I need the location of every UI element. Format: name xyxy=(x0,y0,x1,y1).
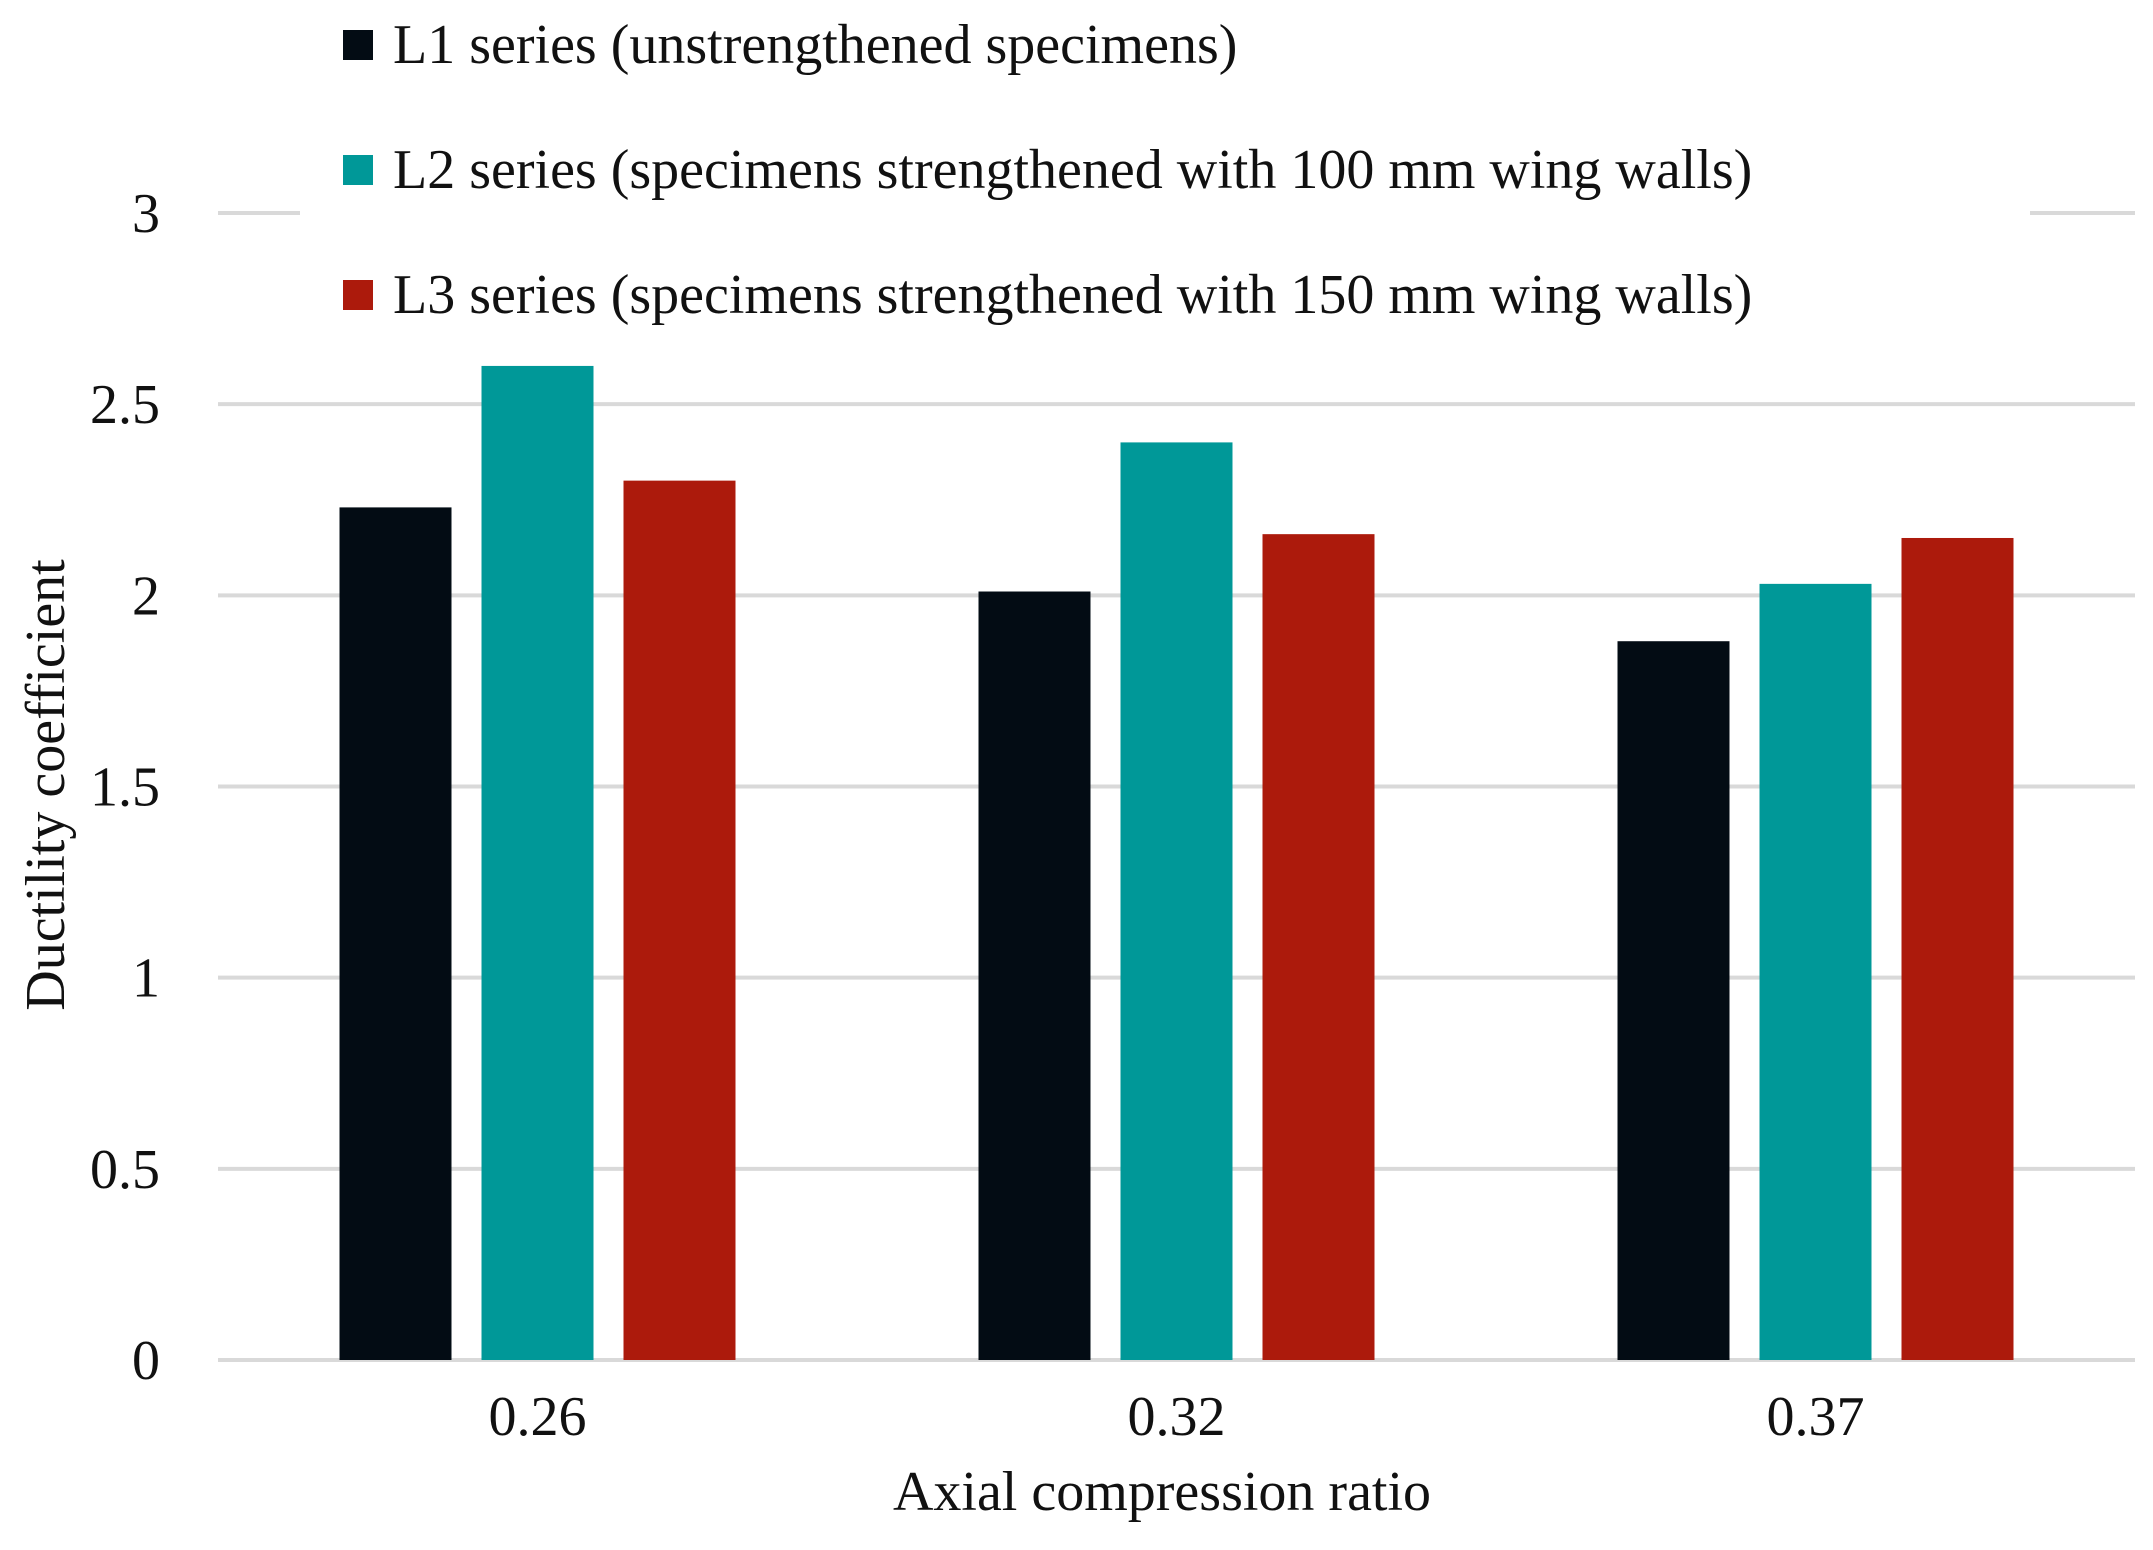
bar-l2-0.37 xyxy=(1759,583,1872,1360)
x-tick-label: 0.26 xyxy=(489,1386,587,1448)
bar-l3-0.26 xyxy=(623,480,736,1361)
bar-l1-0.37 xyxy=(1617,641,1730,1360)
y-tick-labels: 0 0.5 1 1.5 2 2.5 3 xyxy=(90,183,160,1392)
legend-swatch-l2 xyxy=(343,155,373,185)
bar-l1-0.32 xyxy=(978,591,1091,1360)
legend-swatch-l1 xyxy=(343,30,373,60)
bar-l3-0.37 xyxy=(1901,537,2014,1360)
legend-label-l1: L1 series (unstrengthened specimens) xyxy=(393,14,1237,76)
legend-label-l3: L3 series (specimens strengthened with 1… xyxy=(393,264,1752,326)
y-tick-label: 1.5 xyxy=(90,757,160,819)
legend-swatch-l3 xyxy=(343,280,373,310)
y-tick-label: 2 xyxy=(132,565,160,627)
bars xyxy=(339,365,2014,1361)
y-tick-label: 3 xyxy=(132,183,160,245)
x-tick-labels: 0.26 0.32 0.37 xyxy=(489,1386,1865,1448)
x-tick-label: 0.32 xyxy=(1128,1386,1226,1448)
y-tick-label: 0.5 xyxy=(90,1139,160,1201)
x-tick-label: 0.37 xyxy=(1767,1386,1865,1448)
bar-l2-0.32 xyxy=(1120,442,1233,1360)
bar-l2-0.26 xyxy=(481,365,594,1360)
bar-l1-0.26 xyxy=(339,507,452,1360)
legend-entry-l1: L1 series (unstrengthened specimens) xyxy=(343,14,1237,76)
y-tick-label: 0 xyxy=(132,1330,160,1392)
y-tick-label: 1 xyxy=(132,948,160,1010)
legend-background xyxy=(300,5,2030,335)
x-axis-title: Axial compression ratio xyxy=(893,1461,1431,1523)
legend: L1 series (unstrengthened specimens) L2 … xyxy=(300,5,2030,335)
legend-entry-l3: L3 series (specimens strengthened with 1… xyxy=(343,264,1752,326)
legend-entry-l2: L2 series (specimens strengthened with 1… xyxy=(343,139,1752,201)
legend-label-l2: L2 series (specimens strengthened with 1… xyxy=(393,139,1752,201)
bar-l3-0.32 xyxy=(1262,534,1375,1360)
y-axis-title: Ductility coefficient xyxy=(15,559,77,1011)
y-tick-label: 2.5 xyxy=(90,374,160,436)
